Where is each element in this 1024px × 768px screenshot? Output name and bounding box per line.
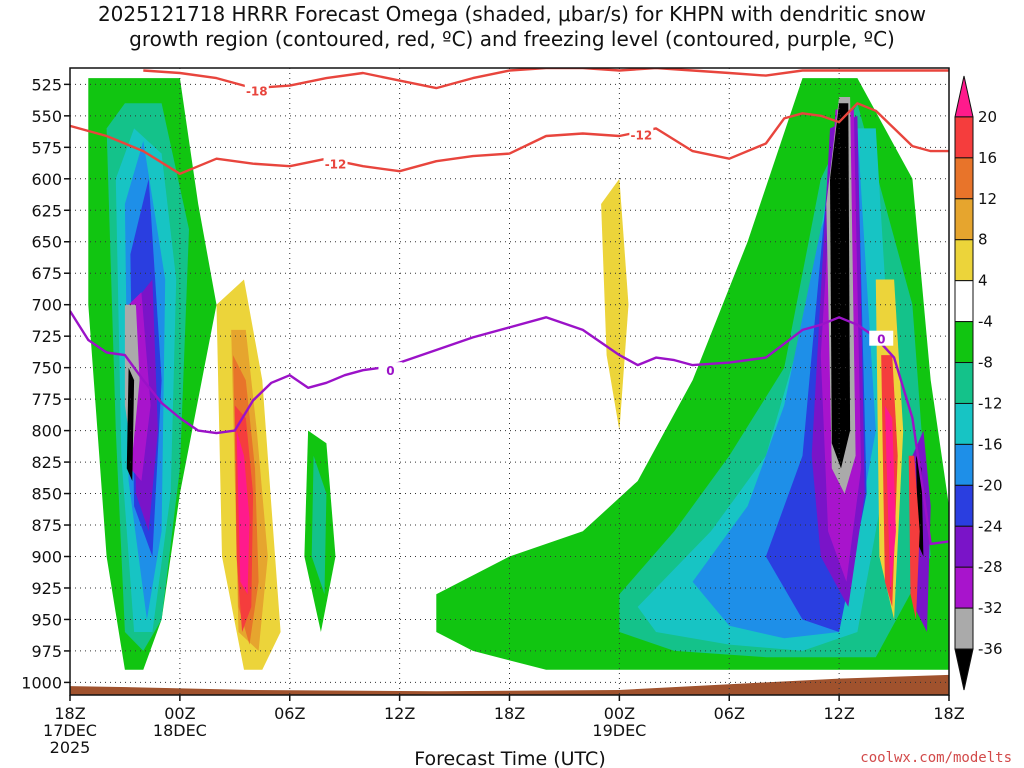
omega-region-30: [884, 405, 896, 595]
y-tick-label: 575: [31, 138, 62, 157]
contour-label-bg: [378, 362, 403, 378]
y-tick-label: 675: [31, 264, 62, 283]
colorbar-swatch: [954, 116, 974, 159]
y-tick-label: 925: [31, 579, 62, 598]
y-tick-label: 775: [31, 390, 62, 409]
x-date-label: 17DEC: [43, 721, 97, 740]
colorbar-label: -8: [978, 354, 993, 372]
contour-label-bg: [244, 82, 269, 98]
contour-lines: -18 -12 -12 0 0: [70, 68, 949, 546]
omega-region-19: [830, 103, 851, 469]
colorbar-label: -20: [978, 476, 1003, 494]
terrain-ground: [70, 674, 949, 695]
x-axis-label: Forecast Time (UTC): [414, 748, 605, 768]
x-tick-label: 00Z: [164, 704, 195, 723]
x-tick-label: 00Z: [604, 704, 635, 723]
contour-label: 0: [386, 364, 394, 378]
y-tick-label: 650: [31, 233, 62, 252]
colorbar-label: 8: [978, 231, 988, 249]
colorbar-swatch: [954, 157, 974, 200]
omega-region-10: [311, 455, 327, 595]
y-tick-label: 625: [31, 201, 62, 220]
colorbar-swatch: [954, 198, 974, 241]
y-tick-label: 750: [31, 359, 62, 378]
y-tick-label: 950: [31, 610, 62, 629]
colorbar-swatch: [954, 484, 974, 527]
x-tick-label: 18Z: [54, 704, 85, 723]
colorbar-label: -36: [978, 640, 1003, 658]
colorbar-label: 4: [978, 272, 988, 290]
x-date-label: 18DEC: [153, 721, 207, 740]
contour-label-bg: [869, 330, 894, 346]
colorbar-label: -32: [978, 599, 1003, 617]
x-year-label: 2025: [50, 738, 91, 757]
y-tick-label: 600: [31, 170, 62, 189]
x-tick-label: 06Z: [274, 704, 305, 723]
contour-label-bg: [629, 126, 654, 142]
y-tick-label: 850: [31, 485, 62, 504]
y-tick-label: 725: [31, 327, 62, 346]
colorbar-swatch: [954, 607, 974, 650]
x-date-label: 19DEC: [592, 721, 646, 740]
colorbar-label: -12: [978, 394, 1003, 412]
omega-region-8: [126, 367, 135, 481]
contour--12: [70, 102, 949, 176]
colorbar-label: 12: [978, 190, 997, 208]
y-tick-label: 1000: [21, 673, 62, 692]
y-tick-label: 700: [31, 296, 62, 315]
colorbar-swatch: [954, 443, 974, 486]
colorbar-swatch: [954, 525, 974, 568]
colorbar-swatch: [954, 239, 974, 282]
omega-region-26: [236, 430, 250, 595]
omega-region-31: [908, 455, 920, 620]
contour-0: [70, 310, 949, 546]
credit-text: coolwx.com/modelts: [860, 750, 1012, 766]
colorbar-label: 16: [978, 149, 997, 167]
omega-region-27: [601, 178, 629, 431]
colorbar-swatch: [954, 321, 974, 364]
x-tick-label: 18Z: [933, 704, 964, 723]
x-tick-label: 06Z: [714, 704, 745, 723]
colorbar-label: -28: [978, 558, 1003, 576]
colorbar-bottom-arrow: [954, 648, 974, 691]
contour-label: -18: [246, 85, 268, 99]
y-tick-label: 550: [31, 107, 62, 126]
y-axis: 525 550 575 600 625 650 675 700 725 750 775 800 825 8…: [21, 75, 70, 692]
y-tick-label: 825: [31, 453, 62, 472]
y-tick-label: 900: [31, 548, 62, 567]
plot-area: -18 -12 -12 0 0: [70, 68, 949, 695]
omega-shading: [88, 78, 949, 670]
colorbar-swatch: [954, 362, 974, 404]
x-tick-label: 12Z: [823, 704, 854, 723]
colorbar-top-arrow: [954, 75, 974, 118]
colorbar-swatch: [954, 566, 974, 609]
colorbar-label: -24: [978, 517, 1003, 535]
colorbar: 20 16 12 8 4 -4 -8 -12 -16 -20 -24 -28 -32 -36: [954, 75, 1003, 691]
y-tick-label: 800: [31, 422, 62, 441]
contour-label: -12: [631, 129, 653, 143]
colorbar-label: 20: [978, 108, 997, 126]
x-tick-label: 12Z: [384, 704, 415, 723]
y-tick-label: 525: [31, 75, 62, 94]
contour--18: [143, 68, 949, 90]
colorbar-swatch: [954, 280, 974, 323]
contour-label: 0: [877, 333, 885, 347]
y-tick-label: 875: [31, 516, 62, 535]
chart-title: 2025121718 HRRR Forecast Omega (shaded, …: [97, 2, 927, 51]
colorbar-swatch: [954, 402, 974, 445]
colorbar-label: -4: [978, 313, 993, 331]
colorbar-label: -16: [978, 435, 1003, 453]
contour-label-bg: [323, 155, 348, 171]
y-tick-label: 975: [31, 642, 62, 661]
x-tick-label: 18Z: [494, 704, 525, 723]
contour-label: -12: [325, 158, 347, 172]
